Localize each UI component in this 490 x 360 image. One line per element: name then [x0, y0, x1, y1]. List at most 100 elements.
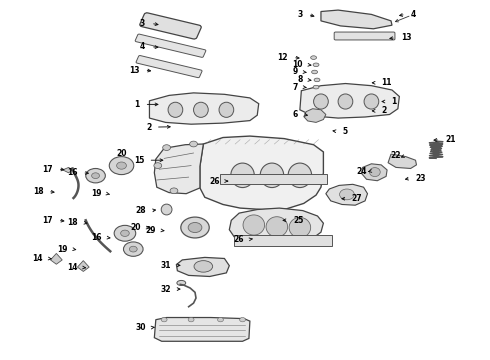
- Ellipse shape: [312, 70, 318, 74]
- Text: 13: 13: [401, 33, 411, 42]
- Text: 16: 16: [67, 168, 77, 177]
- Ellipse shape: [194, 102, 208, 117]
- Ellipse shape: [289, 217, 311, 238]
- Text: 6: 6: [293, 110, 298, 119]
- Ellipse shape: [123, 242, 143, 256]
- Text: 28: 28: [135, 206, 146, 215]
- Ellipse shape: [369, 167, 380, 176]
- Ellipse shape: [243, 215, 265, 235]
- Circle shape: [170, 188, 178, 194]
- Polygon shape: [154, 318, 250, 341]
- Text: 3: 3: [139, 19, 145, 28]
- Polygon shape: [149, 93, 259, 124]
- Text: 15: 15: [134, 156, 145, 165]
- Ellipse shape: [314, 78, 320, 82]
- Text: 24: 24: [356, 166, 367, 175]
- Bar: [234, 235, 332, 246]
- Polygon shape: [200, 136, 323, 210]
- Polygon shape: [176, 257, 229, 276]
- Polygon shape: [300, 84, 399, 118]
- Ellipse shape: [314, 94, 328, 109]
- Ellipse shape: [194, 261, 213, 272]
- Text: 22: 22: [391, 151, 401, 160]
- Ellipse shape: [311, 56, 317, 59]
- FancyBboxPatch shape: [136, 55, 202, 78]
- Polygon shape: [229, 208, 323, 246]
- Ellipse shape: [114, 225, 136, 241]
- Polygon shape: [326, 184, 368, 205]
- Text: 17: 17: [42, 216, 53, 225]
- Polygon shape: [50, 253, 62, 264]
- Ellipse shape: [340, 189, 354, 200]
- Text: 19: 19: [92, 189, 102, 198]
- Ellipse shape: [338, 94, 353, 109]
- Ellipse shape: [86, 168, 105, 183]
- Text: 14: 14: [33, 254, 43, 263]
- Text: 20: 20: [116, 149, 127, 158]
- Ellipse shape: [313, 85, 319, 89]
- Text: 7: 7: [293, 83, 298, 91]
- Text: 4: 4: [139, 42, 145, 51]
- Text: 8: 8: [297, 76, 303, 85]
- Ellipse shape: [121, 230, 129, 237]
- Ellipse shape: [219, 102, 234, 117]
- Ellipse shape: [177, 280, 186, 285]
- Circle shape: [190, 141, 197, 147]
- Text: 31: 31: [160, 261, 171, 270]
- Text: 17: 17: [42, 165, 53, 174]
- Text: 4: 4: [411, 10, 416, 19]
- Polygon shape: [63, 167, 73, 173]
- Text: 3: 3: [297, 10, 303, 19]
- Ellipse shape: [92, 173, 99, 179]
- Ellipse shape: [266, 217, 288, 237]
- Text: 20: 20: [131, 223, 141, 232]
- Text: 13: 13: [129, 66, 140, 75]
- Text: 11: 11: [381, 78, 392, 87]
- Text: 26: 26: [234, 235, 244, 244]
- Text: 16: 16: [92, 233, 102, 242]
- Text: 18: 18: [67, 218, 77, 227]
- Text: 10: 10: [293, 60, 303, 69]
- Text: 21: 21: [445, 135, 455, 144]
- Polygon shape: [321, 10, 392, 29]
- Text: 26: 26: [209, 177, 220, 186]
- Polygon shape: [77, 261, 89, 271]
- Ellipse shape: [161, 204, 172, 215]
- Ellipse shape: [129, 246, 137, 252]
- Ellipse shape: [109, 157, 134, 175]
- Polygon shape: [388, 154, 416, 168]
- Text: 9: 9: [293, 68, 298, 77]
- Ellipse shape: [364, 94, 379, 109]
- FancyBboxPatch shape: [140, 13, 201, 39]
- Ellipse shape: [313, 63, 319, 67]
- Ellipse shape: [260, 163, 284, 188]
- Polygon shape: [304, 109, 326, 122]
- Text: 2: 2: [147, 122, 152, 131]
- Text: 32: 32: [160, 284, 171, 294]
- Circle shape: [188, 318, 194, 322]
- Text: 25: 25: [293, 216, 303, 225]
- Bar: [220, 174, 327, 184]
- Text: 5: 5: [342, 127, 347, 136]
- Circle shape: [154, 163, 162, 168]
- Ellipse shape: [117, 162, 126, 169]
- Text: 2: 2: [381, 107, 387, 115]
- Ellipse shape: [231, 163, 254, 188]
- Ellipse shape: [181, 217, 209, 238]
- Polygon shape: [154, 144, 203, 194]
- Text: 23: 23: [416, 174, 426, 183]
- Text: 18: 18: [33, 187, 44, 196]
- Circle shape: [218, 318, 223, 322]
- Text: 12: 12: [278, 53, 288, 62]
- Text: 1: 1: [391, 97, 396, 106]
- Text: 30: 30: [136, 323, 146, 332]
- Text: 19: 19: [57, 245, 68, 253]
- Polygon shape: [362, 164, 387, 181]
- Circle shape: [240, 318, 245, 322]
- Ellipse shape: [288, 163, 312, 188]
- Text: 1: 1: [134, 100, 140, 109]
- Text: 27: 27: [352, 194, 363, 203]
- Text: 14: 14: [67, 263, 77, 272]
- Text: 29: 29: [146, 226, 156, 235]
- Circle shape: [161, 318, 167, 322]
